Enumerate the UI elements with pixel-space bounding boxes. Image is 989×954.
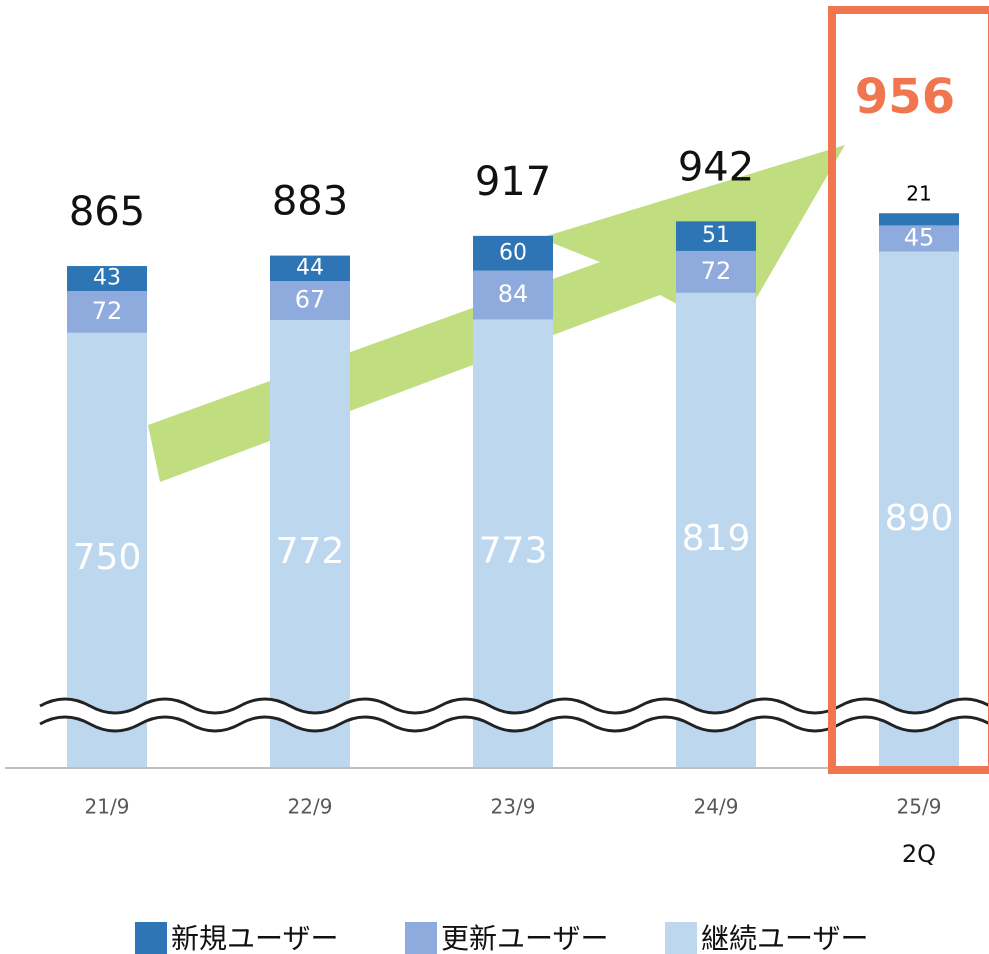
data-label: 21 <box>906 182 931 206</box>
chart: 750 72 43 865 21/9 772 67 44 883 22/9 773 84 60 917 23… <box>0 0 989 954</box>
x-tick-sublabel: 2Q <box>902 840 936 868</box>
data-label: 44 <box>296 255 324 280</box>
x-tick-label: 23/9 <box>491 795 536 819</box>
legend-label: 更新ユーザー <box>441 922 608 954</box>
data-label: 750 <box>73 537 142 578</box>
x-tick-label: 24/9 <box>694 795 739 819</box>
data-label: 43 <box>93 266 121 291</box>
total-label: 883 <box>272 179 348 225</box>
total-label: 956 <box>855 69 955 125</box>
data-label: 890 <box>885 498 954 539</box>
data-label: 67 <box>295 286 326 314</box>
data-label: 45 <box>904 223 935 251</box>
data-label: 51 <box>702 223 730 248</box>
legend-swatch <box>135 922 167 954</box>
legend-swatch <box>405 922 437 954</box>
total-label: 917 <box>475 159 551 205</box>
x-tick-label: 25/9 <box>897 795 942 819</box>
data-label: 72 <box>92 297 123 325</box>
x-tick-label: 22/9 <box>288 795 333 819</box>
data-label: 819 <box>682 518 751 559</box>
data-label: 84 <box>498 280 529 308</box>
data-label: 72 <box>701 257 732 285</box>
data-label: 773 <box>479 531 548 572</box>
legend-label: 新規ユーザー <box>171 922 338 954</box>
data-label: 772 <box>276 531 345 572</box>
x-tick-label: 21/9 <box>85 795 130 819</box>
legend-label: 継続ユーザー <box>701 922 868 954</box>
total-label: 942 <box>678 144 754 190</box>
total-label: 865 <box>69 189 145 235</box>
legend-swatch <box>665 922 697 954</box>
data-label: 60 <box>499 240 527 265</box>
